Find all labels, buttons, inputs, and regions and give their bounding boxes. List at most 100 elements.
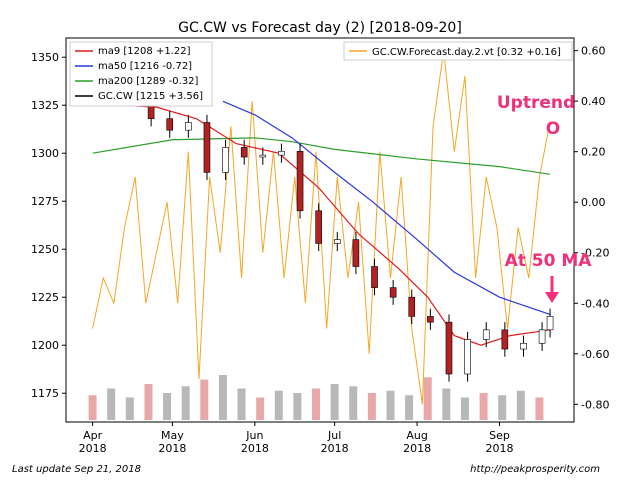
volume-bar (367, 393, 376, 420)
y-left-tick-label: 1325 (31, 99, 59, 112)
volume-bar (498, 395, 507, 420)
volume-bar (349, 386, 358, 420)
volume-bar (386, 390, 395, 420)
chart-title: GC.CW vs Forecast day (2) [2018-09-20] (178, 20, 462, 36)
legend-right-label: GC.CW.Forecast.day.2.vt [0.32 +0.16] (372, 47, 561, 58)
volume-bar (107, 388, 116, 420)
plot-frame (65, 37, 575, 423)
x-tick-year: 2018 (79, 442, 107, 455)
candle-body (315, 210, 322, 244)
y-right-tick-label: -0.60 (581, 348, 609, 361)
volume-bars (88, 375, 544, 420)
candle-body (427, 316, 434, 323)
y-right-tick-label: 0.40 (581, 95, 606, 108)
y-left-tick-label: 1300 (31, 147, 59, 160)
candle-body (482, 329, 490, 340)
footer-url: http://peakprosperity.com (470, 464, 600, 475)
volume-bar (200, 379, 209, 420)
legend-left: ma9 [1208 +1.22] ma50 [1216 -0.72] ma200 [… (69, 41, 213, 107)
axis-layer: 1175 1200 1225 1250 1275 1300 1325 1350 0.60 0.40… (31, 45, 609, 455)
x-tick-month: Sep (489, 429, 510, 442)
candle-body (259, 154, 267, 158)
x-tick-month: Jul (327, 429, 341, 442)
candle-body (240, 147, 248, 158)
legend-left-label: GC.CW [1215 +3.56] (98, 91, 203, 102)
ma200-line (92, 137, 551, 175)
volume-bar (256, 397, 265, 420)
candle-body (538, 329, 546, 344)
x-tick-month: Jun (245, 429, 263, 442)
x-tick-year: 2018 (321, 442, 349, 455)
candle-body (185, 122, 192, 131)
volume-bar (88, 395, 97, 420)
candle-body (445, 321, 453, 375)
volume-bar (144, 384, 153, 420)
candle-body (389, 287, 397, 298)
annotation-at-50ma: At 50 MA (505, 251, 593, 303)
x-tick-year: 2018 (158, 442, 186, 455)
candle-body (501, 329, 509, 350)
y-left-tick-label: 1175 (31, 387, 59, 400)
y-right-tick-label: -0.80 (581, 398, 609, 411)
x-tick-year: 2018 (486, 442, 514, 455)
x-tick-month: May (161, 429, 184, 442)
volume-bar (274, 390, 283, 420)
y-right-tick-label: 0.60 (581, 45, 606, 58)
x-tick-month: Aug (406, 429, 427, 442)
candle-body (371, 266, 378, 288)
volume-bar (516, 390, 525, 420)
annotation-arrow-head-icon (545, 292, 559, 303)
ma50-line (222, 100, 551, 316)
y-right-tick-label: -0.20 (581, 247, 609, 260)
y-right-tick-label: 0.00 (581, 196, 606, 209)
annotation-50ma-text: At 50 MA (505, 251, 593, 271)
legend-right: GC.CW.Forecast.day.2.vt [0.32 +0.16] (343, 41, 573, 61)
y-left-tick-label: 1200 (31, 339, 59, 352)
x-tick-year: 2018 (241, 442, 269, 455)
candle-body (352, 239, 360, 267)
candle-body (166, 118, 174, 131)
volume-bar (312, 388, 321, 420)
ma9-line (121, 104, 551, 346)
y-right-tick-label: 0.20 (581, 146, 606, 159)
y-left-tick-label: 1250 (31, 243, 59, 256)
candle-body (278, 150, 285, 156)
annotation-uptrend-marker: O (546, 119, 560, 139)
y-left-tick-label: 1275 (31, 195, 59, 208)
candle-body (296, 150, 304, 212)
legend-right-box (343, 41, 573, 61)
legend-left-label: ma200 [1289 -0.32] (98, 76, 199, 87)
candle-body (222, 147, 229, 173)
candle-body (520, 342, 527, 350)
annotation-uptrend-text: Uptrend (497, 93, 575, 113)
y-left-tick-label: 1350 (31, 51, 59, 64)
x-tick-year: 2018 (403, 442, 431, 455)
volume-bar (535, 397, 544, 420)
candle-body (408, 296, 416, 317)
volume-bar (181, 386, 190, 420)
volume-bar (163, 393, 172, 420)
candle-body (203, 122, 211, 173)
footer-last-update: Last update Sep 21, 2018 (12, 464, 141, 475)
x-tick-month: Apr (83, 429, 103, 442)
volume-bar (405, 395, 414, 420)
y-left-tick-label: 1225 (31, 291, 59, 304)
volume-bar (125, 397, 134, 420)
y-right-tick-label: -0.40 (581, 297, 609, 310)
candle-body (464, 339, 471, 375)
candle-body (333, 239, 341, 244)
volume-bar (293, 393, 302, 420)
legend-left-label: ma9 [1208 +1.22] (98, 46, 191, 57)
volume-bar (237, 388, 246, 420)
volume-bar (460, 397, 469, 420)
volume-bar (442, 388, 451, 420)
volume-bar (423, 377, 432, 420)
volume-bar (479, 393, 488, 420)
moving-average-layer (92, 100, 551, 346)
legend-left-box (69, 41, 213, 107)
volume-bar (330, 384, 339, 420)
candlestick-layer (91, 59, 554, 382)
annotation-uptrend: Uptrend O (497, 93, 575, 139)
volume-bar (218, 375, 227, 420)
